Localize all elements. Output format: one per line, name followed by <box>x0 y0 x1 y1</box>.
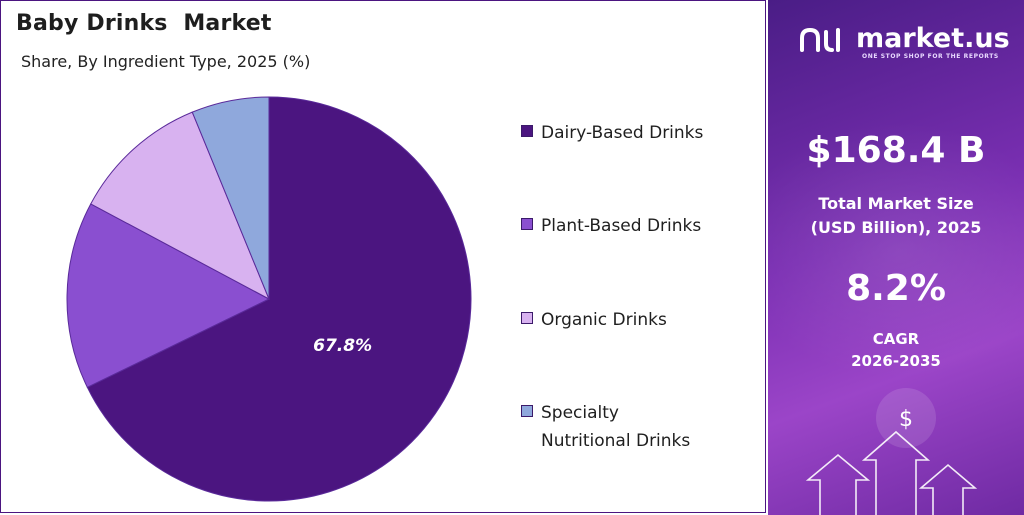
cagr-label: CAGR 2026-2035 <box>768 328 1024 372</box>
market-size-label-line1: Total Market Size <box>818 194 974 213</box>
legend-label-organic: Organic Drinks <box>541 310 667 330</box>
cagr-label-line1: CAGR <box>872 330 920 348</box>
chart-frame: Baby Drinks Market Share, By Ingredient … <box>0 0 766 513</box>
legend-item-specialty: Specialty Nutritional Drinks <box>521 399 711 455</box>
legend-label-dairy: Dairy-Based Drinks <box>541 123 704 143</box>
pie-slice-plant <box>66 203 271 388</box>
pie-slice-organic <box>90 111 270 301</box>
market-size-label: Total Market Size (USD Billion), 2025 <box>768 192 1024 240</box>
legend-item-dairy: Dairy-Based Drinks <box>521 119 741 147</box>
legend-swatch-dairy <box>521 125 533 137</box>
coin-circle <box>876 388 936 448</box>
market-size-label-line2: (USD Billion), 2025 <box>810 218 982 237</box>
chart-subtitle: Share, By Ingredient Type, 2025 (%) <box>21 52 311 71</box>
arrow-up-icon <box>861 430 931 515</box>
brand-name: market.us <box>856 23 1010 54</box>
pie-slice-specialty <box>191 96 270 300</box>
cagr-label-line2: 2026-2035 <box>851 352 941 370</box>
arrow-icons <box>805 430 978 515</box>
legend-swatch-specialty <box>521 405 533 417</box>
arrow-up-icon <box>805 453 871 515</box>
legend-swatch-organic <box>521 312 533 324</box>
summary-panel: $ market.us ONE STOP SHOP FOR THE REPORT… <box>768 0 1024 515</box>
chart-title: Baby Drinks Market <box>16 11 272 36</box>
cagr-value: 8.2% <box>846 268 946 309</box>
growth-arrows-illustration: $ <box>805 388 978 515</box>
panel-glow <box>768 120 1024 380</box>
legend-item-organic: Organic Drinks <box>521 306 741 334</box>
arrow-up-icon <box>918 463 978 515</box>
market-us-logo-icon <box>800 27 840 52</box>
brand-logo: market.us <box>798 24 1010 54</box>
legend-swatch-plant <box>521 218 533 230</box>
dollar-icon: $ <box>899 407 913 432</box>
legend-label-plant: Plant-Based Drinks <box>541 216 702 236</box>
brand-tagline: ONE STOP SHOP FOR THE REPORTS <box>862 53 999 60</box>
market-size-value: $168.4 B <box>806 130 986 171</box>
legend-item-plant: Plant-Based Drinks <box>521 212 741 240</box>
pie-data-label: 67.8% <box>313 336 372 356</box>
pie-chart: 67.8% <box>66 96 472 502</box>
legend-label-specialty: Specialty Nutritional Drinks <box>541 403 691 451</box>
pie-slice-dairy <box>86 96 472 502</box>
